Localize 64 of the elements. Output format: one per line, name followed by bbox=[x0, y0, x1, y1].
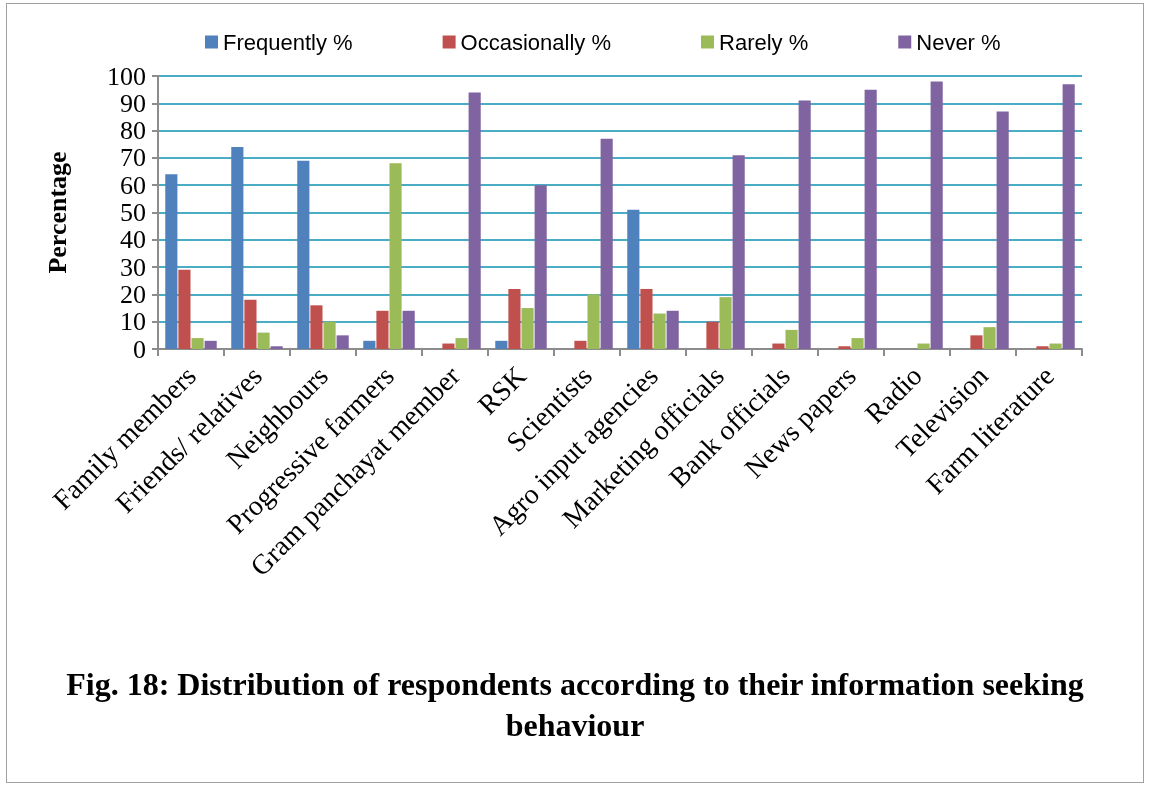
bar bbox=[297, 160, 310, 349]
bar bbox=[376, 310, 389, 349]
y-tick-label: 40 bbox=[120, 225, 146, 255]
bar bbox=[798, 100, 811, 349]
bar bbox=[574, 340, 587, 349]
bar bbox=[231, 146, 244, 349]
bar bbox=[917, 343, 930, 349]
bar bbox=[640, 288, 653, 349]
y-tick-label: 90 bbox=[120, 88, 146, 118]
y-axis-title: Percentage bbox=[42, 151, 72, 274]
legend-label: Frequently % bbox=[223, 29, 353, 55]
legend-label: Occasionally % bbox=[460, 29, 612, 55]
bar bbox=[838, 346, 851, 349]
y-tick-label: 80 bbox=[120, 116, 146, 146]
bar bbox=[389, 163, 402, 349]
bar bbox=[336, 335, 349, 349]
y-tick-label: 60 bbox=[120, 170, 146, 200]
y-tick-label: 100 bbox=[107, 61, 146, 91]
bar bbox=[600, 138, 613, 349]
bar bbox=[270, 346, 283, 349]
y-tick-label: 50 bbox=[120, 198, 146, 227]
y-tick-label: 30 bbox=[120, 252, 146, 282]
bar bbox=[191, 338, 204, 349]
bar bbox=[204, 340, 217, 349]
bar bbox=[732, 155, 745, 349]
legend-label: Rarely % bbox=[719, 29, 809, 55]
bar bbox=[864, 89, 877, 349]
bar bbox=[257, 332, 270, 349]
bar bbox=[310, 305, 323, 349]
bar bbox=[785, 329, 798, 349]
bar bbox=[772, 343, 785, 349]
text: Fig. 18: Distribution of respondents according to their information seeking behaviour bbox=[65, 665, 1085, 745]
bar bbox=[1036, 346, 1049, 349]
bar bbox=[508, 288, 521, 349]
bar bbox=[719, 297, 732, 349]
bar bbox=[495, 340, 508, 349]
bar bbox=[363, 340, 376, 349]
bar bbox=[442, 343, 455, 349]
bar bbox=[244, 299, 257, 349]
bar bbox=[930, 81, 943, 349]
bar bbox=[666, 310, 679, 349]
bar bbox=[1049, 343, 1062, 349]
bar bbox=[468, 92, 481, 349]
y-tick-label: 10 bbox=[120, 307, 146, 337]
bar bbox=[1062, 84, 1075, 349]
bar bbox=[165, 174, 178, 349]
bar bbox=[996, 111, 1009, 349]
y-tick-label: 70 bbox=[120, 143, 146, 173]
legend-label: Never % bbox=[916, 29, 1001, 55]
bar bbox=[521, 308, 534, 349]
bar bbox=[983, 327, 996, 349]
bar bbox=[587, 294, 600, 349]
y-tick-label: 20 bbox=[120, 279, 146, 309]
bar bbox=[851, 338, 864, 349]
bar bbox=[534, 185, 547, 349]
bar bbox=[970, 335, 983, 349]
bar bbox=[323, 321, 336, 349]
bar bbox=[627, 209, 640, 349]
bar bbox=[178, 269, 191, 349]
bar bbox=[653, 313, 666, 349]
y-tick-label: 0 bbox=[133, 334, 146, 364]
bar bbox=[706, 321, 719, 349]
bar bbox=[455, 338, 468, 349]
bar bbox=[402, 310, 415, 349]
